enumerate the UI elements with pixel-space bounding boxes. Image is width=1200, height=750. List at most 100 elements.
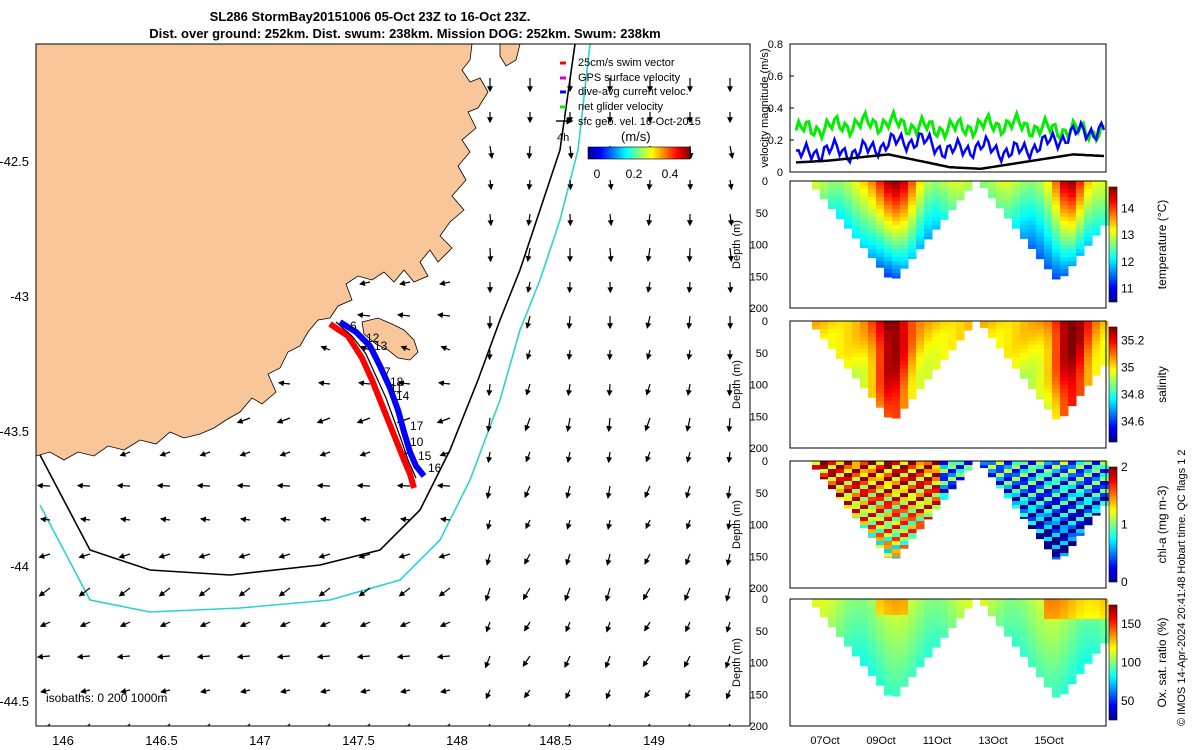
velocity-arrow xyxy=(605,689,612,700)
velocity-arrow xyxy=(486,349,493,361)
velocity-arrow xyxy=(525,315,532,329)
velocity-arrow xyxy=(159,621,171,627)
velocity-arrow xyxy=(725,553,732,566)
velocity-arrow xyxy=(685,417,692,432)
velocity-arrow xyxy=(239,516,251,523)
map-ytick: -44 xyxy=(10,559,29,574)
velocity-arrow xyxy=(116,482,131,489)
velocity-arrow xyxy=(488,145,495,160)
velocity-arrow xyxy=(38,552,51,559)
velocity-arrow xyxy=(39,621,51,627)
velocity-arrow xyxy=(644,621,651,632)
velocity-arrow xyxy=(200,688,211,694)
velocity-arrow xyxy=(565,451,572,463)
velocity-arrow xyxy=(276,417,291,424)
velocity-arrow xyxy=(565,485,572,499)
velocity-arrow xyxy=(156,482,171,489)
velocity-arrow xyxy=(726,417,733,433)
velocity-arrow xyxy=(484,655,491,669)
velocity-arrow xyxy=(236,482,251,489)
velocity-arrow xyxy=(526,281,532,293)
velocity-arrow xyxy=(278,587,291,597)
velocity-arrow xyxy=(645,451,651,463)
velocity-arrow xyxy=(40,688,51,694)
map-colorbar xyxy=(587,146,691,160)
velocity-arrow xyxy=(727,213,734,227)
velocity-arrow xyxy=(439,516,451,523)
velocity-arrow xyxy=(566,349,573,361)
day-label: 10 xyxy=(410,435,424,449)
map-ytick: -42.5 xyxy=(0,154,29,169)
velocity-arrow xyxy=(80,723,91,726)
velocity-arrow xyxy=(320,688,331,694)
velocity-arrow xyxy=(522,655,531,667)
velocity-arrow xyxy=(524,553,531,565)
velocity-arrow xyxy=(607,213,614,227)
velocity-arrow xyxy=(240,723,251,726)
day-label: 18 xyxy=(390,375,404,389)
velocity-arrow xyxy=(280,723,291,726)
velocity-arrow xyxy=(38,587,51,597)
velocity-arrow xyxy=(646,281,652,293)
velocity-arrow xyxy=(120,688,131,694)
legend-gps: GPS surface velocity xyxy=(578,72,681,84)
velocity-arrow xyxy=(645,315,652,329)
velocity-arrow xyxy=(36,482,51,489)
velocity-arrow xyxy=(685,451,692,463)
velocity-arrow xyxy=(436,482,451,489)
velocity-arrow xyxy=(523,689,531,699)
velocity-arrow xyxy=(356,312,371,319)
velocity-arrow xyxy=(120,723,131,726)
day-label: 7 xyxy=(384,365,391,379)
velocity-arrow xyxy=(526,213,533,227)
velocity-arrow xyxy=(526,179,533,191)
velocity-arrow xyxy=(200,723,211,726)
velocity-arrow xyxy=(688,723,691,726)
velocity-arrow xyxy=(486,451,493,464)
velocity-arrow xyxy=(644,485,651,499)
map-xtick: 146.5 xyxy=(145,733,178,748)
glider-track-red xyxy=(328,321,417,489)
velocity-arrow xyxy=(564,655,571,668)
velocity-arrow xyxy=(276,482,291,489)
map-ytick: -43 xyxy=(10,289,29,304)
velocity-arrow xyxy=(357,380,371,387)
velocity-arrow xyxy=(646,179,653,191)
velocity-arrow xyxy=(524,621,531,632)
velocity-arrow xyxy=(358,587,371,597)
day-label: 13 xyxy=(374,339,388,353)
velocity-arrow xyxy=(199,450,211,457)
velocity-arrow xyxy=(436,312,451,319)
velocity-arrow xyxy=(160,723,171,726)
velocity-arrow xyxy=(199,516,211,523)
velocity-arrow xyxy=(80,688,91,694)
velocity-arrow xyxy=(440,688,451,694)
velocity-arrow xyxy=(646,349,652,360)
velocity-arrow xyxy=(485,417,492,433)
velocity-arrow xyxy=(278,552,291,559)
velocity-arrow xyxy=(159,450,171,457)
velocity-arrow xyxy=(436,417,451,424)
velocity-arrow xyxy=(728,145,735,159)
glider-track-black xyxy=(335,321,417,479)
velocity-arrow xyxy=(605,553,612,566)
velocity-arrow xyxy=(524,417,531,432)
velocity-arrow xyxy=(486,383,493,397)
velocity-arrow xyxy=(36,653,51,660)
map-axis-labels: 146 146.5 147 147.5 148 148.5 149-42.5-43-43.5… xyxy=(0,154,665,748)
velocity-arrow xyxy=(317,380,331,387)
velocity-arrow xyxy=(684,587,691,602)
velocity-arrow xyxy=(318,587,331,597)
velocity-arrow xyxy=(76,653,91,660)
velocity-arrow xyxy=(239,621,251,627)
map-xtick: 148 xyxy=(446,733,468,748)
legend-swim: 25cm/s swim vector xyxy=(578,57,675,69)
velocity-arrow xyxy=(119,450,131,457)
velocity-arrow xyxy=(356,482,371,489)
velocity-arrow xyxy=(356,417,371,424)
velocity-arrow xyxy=(116,653,131,660)
velocity-arrow xyxy=(159,516,171,523)
velocity-arrow xyxy=(646,213,653,227)
isobath-1000m xyxy=(39,44,591,613)
velocity-arrow xyxy=(439,621,451,627)
